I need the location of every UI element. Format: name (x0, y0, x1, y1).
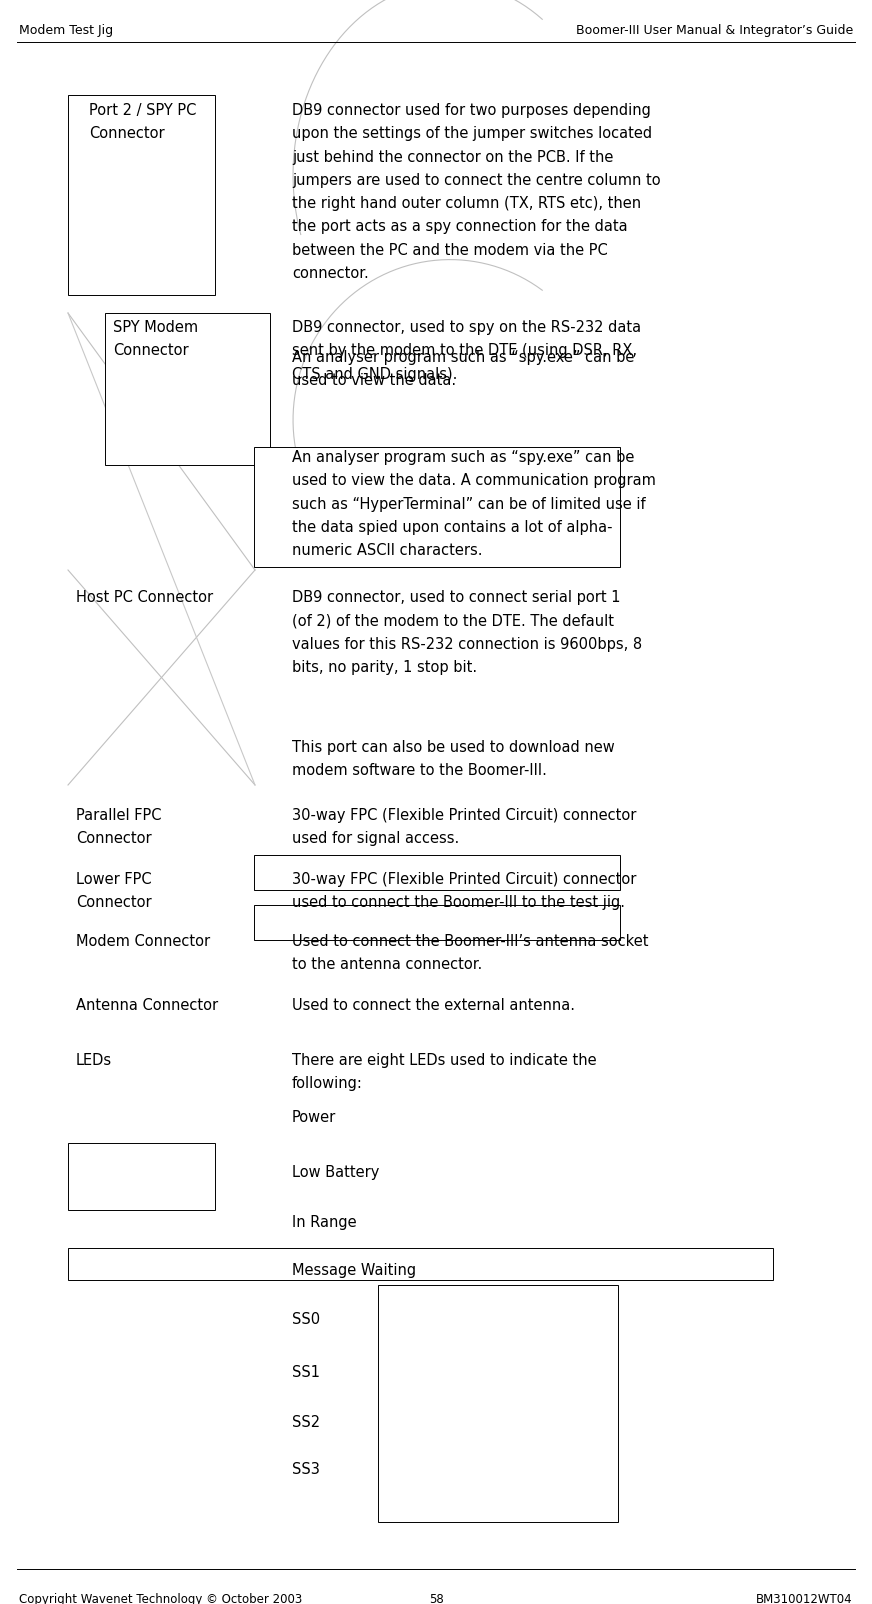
Text: SS3: SS3 (292, 1461, 320, 1477)
Text: Used to connect the Boomer-III’s antenna socket: Used to connect the Boomer-III’s antenna… (292, 934, 649, 950)
Text: (of 2) of the modem to the DTE. The default: (of 2) of the modem to the DTE. The defa… (292, 613, 614, 629)
Text: There are eight LEDs used to indicate the: There are eight LEDs used to indicate th… (292, 1052, 596, 1068)
Bar (105, 313, 270, 465)
Text: upon the settings of the jumper switches located: upon the settings of the jumper switches… (292, 127, 652, 141)
Text: to the antenna connector.: to the antenna connector. (292, 958, 482, 972)
Text: This port can also be used to download new: This port can also be used to download n… (292, 739, 615, 755)
Bar (254, 905, 620, 940)
Text: LEDs: LEDs (76, 1052, 112, 1068)
Text: Antenna Connector: Antenna Connector (76, 998, 218, 1014)
Text: the port acts as a spy connection for the data: the port acts as a spy connection for th… (292, 220, 628, 234)
Text: In Range: In Range (292, 1214, 357, 1230)
Text: 58: 58 (429, 1593, 443, 1604)
Bar (68, 95, 215, 295)
Text: between the PC and the modem via the PC: between the PC and the modem via the PC (292, 242, 608, 258)
Text: bits, no parity, 1 stop bit.: bits, no parity, 1 stop bit. (292, 659, 477, 675)
Text: DB9 connector used for two purposes depending: DB9 connector used for two purposes depe… (292, 103, 651, 119)
Text: Modem Connector: Modem Connector (76, 934, 210, 950)
Text: 30-way FPC (Flexible Printed Circuit) connector: 30-way FPC (Flexible Printed Circuit) co… (292, 808, 637, 823)
Text: An analyser program such as “spy.exe” can be: An analyser program such as “spy.exe” ca… (292, 451, 635, 465)
Text: connector.: connector. (292, 266, 369, 281)
Text: such as “HyperTerminal” can be of limited use if: such as “HyperTerminal” can be of limite… (292, 497, 646, 512)
Text: CTS and GND signals).: CTS and GND signals). (292, 367, 458, 382)
Text: SS1: SS1 (292, 1365, 320, 1379)
Text: Power: Power (292, 1110, 337, 1124)
Text: Lower FPC: Lower FPC (76, 873, 152, 887)
Text: used to connect the Boomer-III to the test jig.: used to connect the Boomer-III to the te… (292, 895, 625, 909)
Text: Connector: Connector (76, 895, 152, 909)
Text: SS2: SS2 (292, 1415, 320, 1431)
Text: DB9 connector, used to spy on the RS-232 data: DB9 connector, used to spy on the RS-232… (292, 321, 641, 335)
Text: Port 2 / SPY PC: Port 2 / SPY PC (89, 103, 196, 119)
Text: the right hand outer column (TX, RTS etc), then: the right hand outer column (TX, RTS etc… (292, 196, 641, 212)
Text: Message Waiting: Message Waiting (292, 1262, 416, 1278)
Bar (254, 855, 620, 890)
Text: used to view the data. A communication program: used to view the data. A communication p… (292, 473, 656, 488)
Text: modem software to the Boomer-III.: modem software to the Boomer-III. (292, 764, 547, 778)
Text: Used to connect the external antenna.: Used to connect the external antenna. (292, 998, 576, 1014)
Text: following:: following: (292, 1076, 363, 1091)
Text: Parallel FPC: Parallel FPC (76, 808, 161, 823)
Text: Boomer-III User Manual & Integrator’s Guide: Boomer-III User Manual & Integrator’s Gu… (576, 24, 853, 37)
Bar (378, 1285, 618, 1522)
Text: Low Battery: Low Battery (292, 1165, 379, 1181)
Text: numeric ASCII characters.: numeric ASCII characters. (292, 544, 482, 558)
Text: jumpers are used to connect the centre column to: jumpers are used to connect the centre c… (292, 173, 661, 188)
Text: DB9 connector, used to connect serial port 1: DB9 connector, used to connect serial po… (292, 590, 621, 605)
Text: values for this RS-232 connection is 9600bps, 8: values for this RS-232 connection is 960… (292, 637, 643, 651)
Text: SPY Modem: SPY Modem (113, 321, 198, 335)
Text: SS0: SS0 (292, 1312, 320, 1327)
Bar (254, 448, 620, 566)
Text: Connector: Connector (76, 831, 152, 847)
Text: BM310012WT04: BM310012WT04 (756, 1593, 853, 1604)
Text: sent by the modem to the DTE (using DSR, RX,: sent by the modem to the DTE (using DSR,… (292, 343, 637, 358)
Bar (68, 1144, 215, 1209)
Text: Copyright Wavenet Technology © October 2003: Copyright Wavenet Technology © October 2… (19, 1593, 303, 1604)
Text: used for signal access.: used for signal access. (292, 831, 460, 847)
Text: Connector: Connector (89, 127, 165, 141)
Bar (68, 1248, 773, 1280)
Text: Host PC Connector: Host PC Connector (76, 590, 213, 605)
Text: An analyser program such as “spy.exe” can be: An analyser program such as “spy.exe” ca… (292, 350, 635, 366)
Text: Modem Test Jig: Modem Test Jig (19, 24, 113, 37)
Text: 30-way FPC (Flexible Printed Circuit) connector: 30-way FPC (Flexible Printed Circuit) co… (292, 873, 637, 887)
Text: Connector: Connector (113, 343, 188, 358)
Text: used to view the data.: used to view the data. (292, 374, 456, 388)
Text: the data spied upon contains a lot of alpha-: the data spied upon contains a lot of al… (292, 520, 613, 534)
Text: just behind the connector on the PCB. If the: just behind the connector on the PCB. If… (292, 149, 614, 165)
